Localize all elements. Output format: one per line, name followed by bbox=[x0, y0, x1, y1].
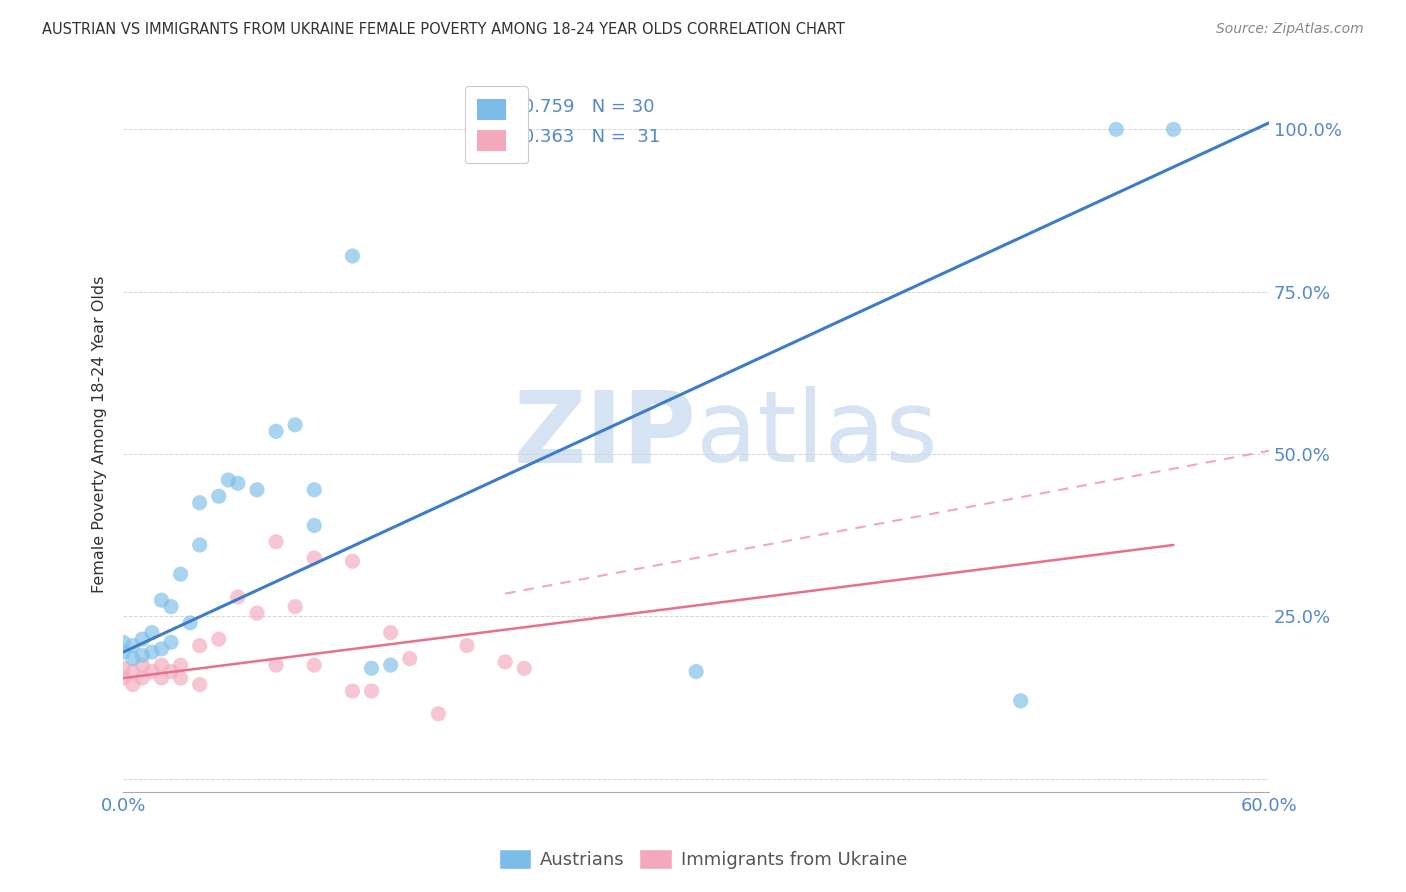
Point bbox=[360, 661, 382, 675]
Point bbox=[169, 671, 191, 685]
Point bbox=[246, 606, 269, 620]
Point bbox=[380, 658, 402, 673]
Point bbox=[169, 658, 191, 673]
Point bbox=[342, 554, 364, 568]
Point bbox=[150, 671, 173, 685]
Point bbox=[456, 639, 478, 653]
Text: R = 0.759   N = 30: R = 0.759 N = 30 bbox=[484, 98, 655, 117]
Point bbox=[160, 665, 183, 679]
Point bbox=[141, 645, 163, 659]
Point bbox=[208, 489, 231, 503]
Point bbox=[342, 684, 364, 698]
Point bbox=[112, 661, 135, 675]
Text: R = 0.363   N =  31: R = 0.363 N = 31 bbox=[484, 128, 661, 146]
Point bbox=[179, 615, 201, 630]
Point bbox=[112, 671, 135, 685]
Point bbox=[226, 476, 249, 491]
Point bbox=[169, 567, 191, 582]
Point bbox=[150, 593, 173, 607]
Text: ZIP: ZIP bbox=[513, 386, 696, 483]
Point bbox=[121, 677, 143, 691]
Point bbox=[685, 665, 707, 679]
Point bbox=[302, 518, 325, 533]
Point bbox=[188, 677, 211, 691]
Y-axis label: Female Poverty Among 18-24 Year Olds: Female Poverty Among 18-24 Year Olds bbox=[93, 276, 107, 593]
Point bbox=[188, 496, 211, 510]
Point bbox=[188, 639, 211, 653]
Legend: Austrians, Immigrants from Ukraine: Austrians, Immigrants from Ukraine bbox=[489, 839, 917, 879]
Point bbox=[284, 417, 307, 432]
Point bbox=[131, 671, 153, 685]
Point bbox=[112, 635, 135, 649]
Point bbox=[121, 665, 143, 679]
Point bbox=[141, 625, 163, 640]
Point bbox=[264, 534, 287, 549]
Point bbox=[188, 538, 211, 552]
Text: AUSTRIAN VS IMMIGRANTS FROM UKRAINE FEMALE POVERTY AMONG 18-24 YEAR OLDS CORRELA: AUSTRIAN VS IMMIGRANTS FROM UKRAINE FEMA… bbox=[42, 22, 845, 37]
Point bbox=[494, 655, 516, 669]
Point bbox=[1163, 122, 1185, 136]
Point bbox=[302, 658, 325, 673]
Point bbox=[217, 473, 239, 487]
Point bbox=[360, 684, 382, 698]
Text: atlas: atlas bbox=[696, 386, 938, 483]
Point bbox=[264, 425, 287, 439]
Point bbox=[1105, 122, 1128, 136]
Point bbox=[112, 645, 135, 659]
Point bbox=[513, 661, 536, 675]
Point bbox=[131, 658, 153, 673]
Point bbox=[141, 665, 163, 679]
Point bbox=[150, 658, 173, 673]
Point bbox=[342, 249, 364, 263]
Point bbox=[131, 648, 153, 663]
Text: Source: ZipAtlas.com: Source: ZipAtlas.com bbox=[1216, 22, 1364, 37]
Point bbox=[160, 635, 183, 649]
Point bbox=[150, 641, 173, 656]
Point bbox=[208, 632, 231, 646]
Point bbox=[131, 632, 153, 646]
Point bbox=[1010, 694, 1032, 708]
Point bbox=[160, 599, 183, 614]
Legend: , : , bbox=[464, 87, 527, 163]
Point bbox=[398, 651, 420, 665]
Point bbox=[284, 599, 307, 614]
Point bbox=[121, 651, 143, 665]
Point bbox=[264, 658, 287, 673]
Point bbox=[302, 550, 325, 565]
Point bbox=[380, 625, 402, 640]
Point bbox=[246, 483, 269, 497]
Point bbox=[121, 639, 143, 653]
Point bbox=[427, 706, 450, 721]
Point bbox=[302, 483, 325, 497]
Point bbox=[226, 590, 249, 604]
